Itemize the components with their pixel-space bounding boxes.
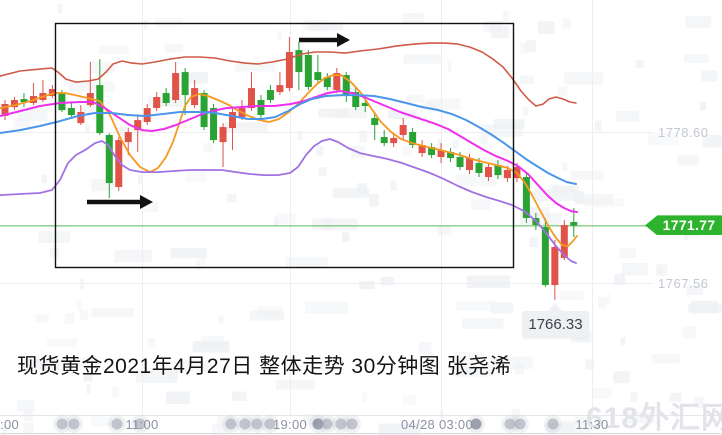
axis-dots [53, 415, 562, 433]
time-axis-label: 04/28 03:00 [401, 417, 473, 432]
trend-arrow-head-icon [140, 195, 153, 209]
line-lower-band [0, 138, 577, 264]
time-axis-label: 02:00 [0, 417, 20, 432]
chart-caption: 现货黄金2021年4月27日 整体走势 30分钟图 张尧浠 [17, 355, 512, 378]
indicator-lines [0, 42, 578, 264]
low-price-value: 1766.33 [528, 316, 583, 333]
highlight-rectangle [54, 22, 515, 269]
line-upper-band [0, 42, 577, 107]
low-price-tooltip: 1766.33 [522, 303, 589, 338]
line-ma-mid [0, 90, 578, 213]
current-price-value: 1771.77 [662, 217, 716, 234]
background-texture [1, 4, 722, 435]
price-axis-label: 1767.56 [658, 276, 709, 291]
current-price-badge: 1771.77 [645, 215, 722, 236]
site-watermark: 618外汇网 [586, 402, 722, 435]
annotations [54, 22, 515, 269]
line-ma-slow [0, 94, 577, 185]
tooltip-pointer-icon [547, 303, 563, 312]
time-axis-label: 11:00 [125, 417, 159, 432]
time-axis-label: 19:00 [272, 417, 308, 432]
price-axis-label: 1778.60 [658, 125, 709, 140]
time-axis-label: 11:30 [575, 417, 609, 432]
trend-arrow-head-icon [337, 33, 350, 47]
